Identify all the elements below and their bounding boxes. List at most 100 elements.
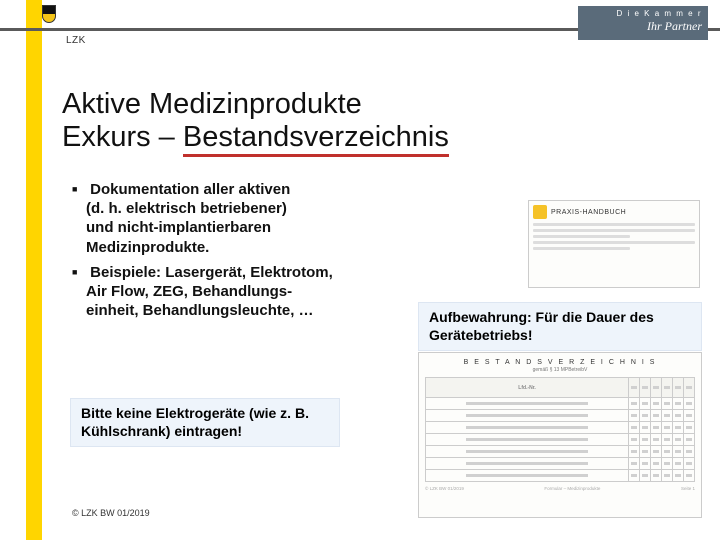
table-header — [672, 378, 683, 398]
book-icon — [533, 205, 547, 219]
table-header — [651, 378, 662, 398]
table-cell — [426, 458, 629, 470]
callout-warning: Bitte keine Elektrogeräte (wie z. B. Küh… — [70, 398, 340, 447]
table-cell — [640, 470, 651, 482]
table-cell — [662, 398, 673, 410]
table-cell — [662, 458, 673, 470]
table-cell — [629, 422, 640, 434]
callout-storage: Aufbewahrung: Für die Dauer des Gerätebe… — [418, 302, 702, 351]
kammer-line2: Ihr Partner — [584, 19, 702, 34]
bullet-item: Beispiele: Lasergerät, Elektrotom, Air F… — [72, 263, 412, 321]
bullet-line: (d. h. elektrisch betriebener) — [86, 199, 412, 218]
form-title: B E S T A N D S V E R Z E I C H N I S — [425, 359, 695, 366]
placeholder-line — [533, 241, 695, 244]
table-cell — [426, 422, 629, 434]
bullet-line: und nicht-implantierbaren — [86, 218, 412, 237]
placeholder-line — [533, 235, 630, 238]
table-cell — [629, 410, 640, 422]
form-footer-left: © LZK BW 01/2019 — [425, 486, 464, 491]
placeholder-line — [533, 223, 695, 226]
table-cell — [651, 398, 662, 410]
table-cell — [629, 446, 640, 458]
table-row — [426, 470, 695, 482]
table-cell — [683, 410, 694, 422]
table-cell — [662, 470, 673, 482]
table-cell — [640, 398, 651, 410]
praxis-handbuch-thumb: PRAXIS-HANDBUCH — [528, 200, 700, 288]
form-footer: © LZK BW 01/2019 Formular – Medizinprodu… — [425, 486, 695, 491]
table-cell — [426, 470, 629, 482]
form-table: Lfd.-Nr. — [425, 377, 695, 482]
table-header: Lfd.-Nr. — [426, 378, 629, 398]
title-prefix: Exkurs – — [62, 121, 183, 153]
table-cell — [662, 434, 673, 446]
table-cell — [640, 458, 651, 470]
form-footer-center: Formular – Medizinprodukte — [544, 486, 600, 491]
crest-icon — [42, 5, 56, 23]
table-row — [426, 458, 695, 470]
table-cell — [651, 422, 662, 434]
yellow-sidebar — [26, 0, 42, 540]
bullet-list: Dokumentation aller aktiven (d. h. elekt… — [72, 180, 412, 326]
table-cell — [651, 434, 662, 446]
praxis-header: PRAXIS-HANDBUCH — [533, 205, 695, 219]
table-cell — [672, 458, 683, 470]
slide-title: Aktive Medizinprodukte Exkurs – Bestands… — [62, 88, 449, 155]
placeholder-line — [533, 229, 695, 232]
kammer-badge: D i e K a m m e r Ihr Partner — [578, 6, 708, 40]
table-cell — [651, 410, 662, 422]
table-cell — [651, 458, 662, 470]
table-cell — [683, 446, 694, 458]
table-cell — [640, 446, 651, 458]
table-cell — [672, 422, 683, 434]
table-header-row: Lfd.-Nr. — [426, 378, 695, 398]
table-cell — [672, 434, 683, 446]
title-accent: Bestandsverzeichnis — [183, 121, 449, 157]
table-cell — [651, 470, 662, 482]
table-cell — [629, 458, 640, 470]
table-cell — [683, 458, 694, 470]
table-cell — [426, 410, 629, 422]
bullet-item: Dokumentation aller aktiven (d. h. elekt… — [72, 180, 412, 257]
table-cell — [640, 422, 651, 434]
table-cell — [672, 446, 683, 458]
form-footer-right: Seite 1 — [681, 486, 695, 491]
table-header — [683, 378, 694, 398]
table-row — [426, 434, 695, 446]
table-cell — [662, 422, 673, 434]
bullet-line: Dokumentation aller aktiven — [90, 181, 290, 198]
bullet-line: Medizinprodukte. — [86, 238, 412, 257]
title-line1: Aktive Medizinprodukte — [62, 88, 449, 121]
table-cell — [672, 470, 683, 482]
table-cell — [640, 434, 651, 446]
table-row — [426, 410, 695, 422]
table-cell — [662, 446, 673, 458]
table-row — [426, 446, 695, 458]
table-cell — [683, 434, 694, 446]
table-header — [629, 378, 640, 398]
table-header — [662, 378, 673, 398]
praxis-title: PRAXIS-HANDBUCH — [551, 209, 626, 216]
table-cell — [683, 398, 694, 410]
table-row — [426, 398, 695, 410]
table-cell — [426, 446, 629, 458]
table-header — [640, 378, 651, 398]
table-cell — [426, 398, 629, 410]
bullet-line: Air Flow, ZEG, Behandlungs- — [86, 282, 412, 301]
table-cell — [683, 470, 694, 482]
form-thumbnail: B E S T A N D S V E R Z E I C H N I S ge… — [418, 352, 702, 518]
table-cell — [672, 410, 683, 422]
table-cell — [640, 410, 651, 422]
table-cell — [651, 446, 662, 458]
kammer-line1: D i e K a m m e r — [584, 9, 702, 18]
table-cell — [426, 434, 629, 446]
table-cell — [683, 422, 694, 434]
copyright: © LZK BW 01/2019 — [72, 508, 150, 518]
lzk-label: LZK — [66, 35, 86, 46]
form-subtitle: gemäß § 13 MPBetreibV — [425, 367, 695, 373]
table-cell — [629, 470, 640, 482]
bullet-line: einheit, Behandlungsleuchte, … — [86, 301, 412, 320]
table-cell — [662, 410, 673, 422]
crest-logo — [42, 5, 72, 27]
table-row — [426, 422, 695, 434]
